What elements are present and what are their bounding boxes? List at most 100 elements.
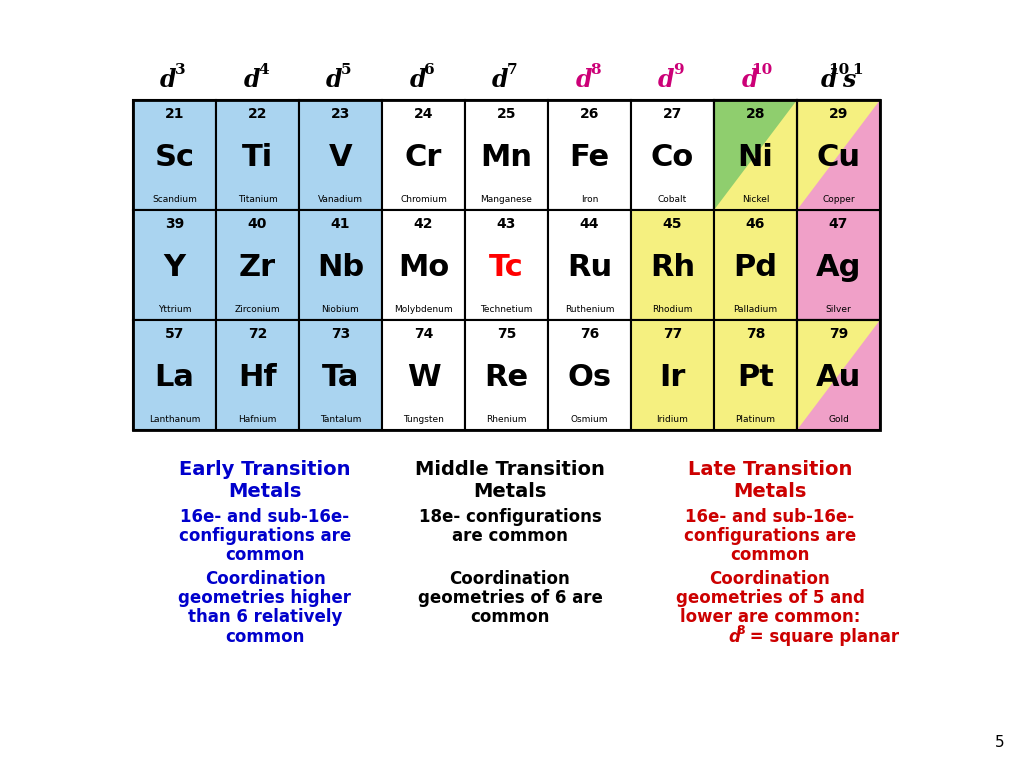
- Text: Iridium: Iridium: [656, 415, 688, 425]
- Text: Rhodium: Rhodium: [652, 306, 692, 315]
- Text: 1: 1: [853, 63, 863, 77]
- Text: d: d: [410, 68, 426, 92]
- Text: 77: 77: [663, 327, 682, 341]
- Text: Zr: Zr: [239, 253, 276, 282]
- Text: V: V: [329, 143, 352, 172]
- Text: = square planar: = square planar: [744, 627, 899, 646]
- Text: La: La: [155, 362, 195, 392]
- Text: Coordination: Coordination: [450, 570, 570, 588]
- Polygon shape: [797, 320, 880, 430]
- Text: Lanthanum: Lanthanum: [148, 415, 200, 425]
- Text: Nickel: Nickel: [741, 196, 769, 204]
- Text: Coordination: Coordination: [710, 570, 830, 588]
- Text: 22: 22: [248, 107, 267, 121]
- Bar: [133, 320, 216, 430]
- Text: Co: Co: [651, 143, 694, 172]
- Text: Gold: Gold: [828, 415, 849, 425]
- Bar: [299, 100, 382, 210]
- Text: 40: 40: [248, 217, 267, 231]
- Text: 7: 7: [507, 63, 518, 77]
- Text: Pd: Pd: [733, 253, 777, 282]
- Text: d: d: [244, 68, 260, 92]
- Bar: [797, 320, 880, 430]
- Bar: [299, 210, 382, 320]
- Bar: [548, 100, 631, 210]
- Bar: [465, 320, 548, 430]
- Text: Molybdenum: Molybdenum: [394, 306, 453, 315]
- Bar: [299, 320, 382, 430]
- Bar: [465, 210, 548, 320]
- Text: Ir: Ir: [659, 362, 686, 392]
- Text: Iron: Iron: [581, 196, 598, 204]
- Bar: [548, 320, 631, 430]
- Text: 5: 5: [995, 735, 1005, 750]
- Bar: [714, 100, 797, 210]
- Text: Metals: Metals: [473, 482, 547, 502]
- Bar: [714, 210, 797, 320]
- Text: d: d: [820, 68, 837, 92]
- Text: Titanium: Titanium: [238, 196, 278, 204]
- Text: Fe: Fe: [569, 143, 609, 172]
- Text: Ti: Ti: [242, 143, 273, 172]
- Text: Ag: Ag: [816, 253, 861, 282]
- Text: Niobium: Niobium: [322, 306, 359, 315]
- Bar: [216, 100, 299, 210]
- Text: Re: Re: [484, 362, 528, 392]
- Bar: [714, 100, 797, 210]
- Text: Metals: Metals: [733, 482, 807, 502]
- Text: W: W: [407, 362, 440, 392]
- Text: lower are common:: lower are common:: [680, 608, 860, 627]
- Text: 41: 41: [331, 217, 350, 231]
- Bar: [465, 100, 548, 210]
- Text: configurations are: configurations are: [179, 527, 351, 545]
- Text: geometries higher: geometries higher: [178, 589, 351, 607]
- Text: s: s: [843, 68, 856, 92]
- Bar: [133, 100, 880, 430]
- Text: 26: 26: [580, 107, 599, 121]
- Bar: [631, 320, 714, 430]
- Text: 23: 23: [331, 107, 350, 121]
- Text: Rhenium: Rhenium: [486, 415, 526, 425]
- Text: Ru: Ru: [567, 253, 612, 282]
- Text: Cr: Cr: [404, 143, 442, 172]
- Text: are common: are common: [452, 527, 568, 545]
- Text: Nb: Nb: [317, 253, 365, 282]
- Text: Au: Au: [816, 362, 861, 392]
- Bar: [133, 100, 216, 210]
- Text: 42: 42: [414, 217, 433, 231]
- Text: Rh: Rh: [650, 253, 695, 282]
- Text: 74: 74: [414, 327, 433, 341]
- Text: 76: 76: [580, 327, 599, 341]
- Text: Tungsten: Tungsten: [403, 415, 444, 425]
- Text: Vanadium: Vanadium: [318, 196, 362, 204]
- Bar: [797, 210, 880, 320]
- Text: 10: 10: [751, 63, 772, 77]
- Text: d: d: [327, 68, 343, 92]
- Polygon shape: [714, 100, 797, 210]
- Text: geometries of 6 are: geometries of 6 are: [418, 589, 602, 607]
- Text: d: d: [658, 68, 675, 92]
- Bar: [714, 320, 797, 430]
- Text: Coordination: Coordination: [205, 570, 326, 588]
- Text: Yttrium: Yttrium: [158, 306, 191, 315]
- Text: 6: 6: [424, 63, 435, 77]
- Bar: [382, 100, 465, 210]
- Text: Osmium: Osmium: [570, 415, 608, 425]
- Text: Copper: Copper: [822, 196, 855, 204]
- Text: common: common: [730, 546, 810, 564]
- Text: Palladium: Palladium: [733, 306, 777, 315]
- Text: Pt: Pt: [737, 362, 774, 392]
- Text: Early Transition: Early Transition: [179, 460, 351, 479]
- Text: 79: 79: [828, 327, 848, 341]
- Text: Hf: Hf: [239, 362, 276, 392]
- Text: d: d: [160, 68, 177, 92]
- Text: d: d: [728, 627, 740, 646]
- Text: 5: 5: [341, 63, 352, 77]
- Text: Mo: Mo: [398, 253, 450, 282]
- Bar: [216, 210, 299, 320]
- Bar: [133, 210, 216, 320]
- Text: Middle Transition: Middle Transition: [415, 460, 605, 479]
- Bar: [382, 320, 465, 430]
- Text: Ta: Ta: [322, 362, 359, 392]
- Text: Tantalum: Tantalum: [319, 415, 361, 425]
